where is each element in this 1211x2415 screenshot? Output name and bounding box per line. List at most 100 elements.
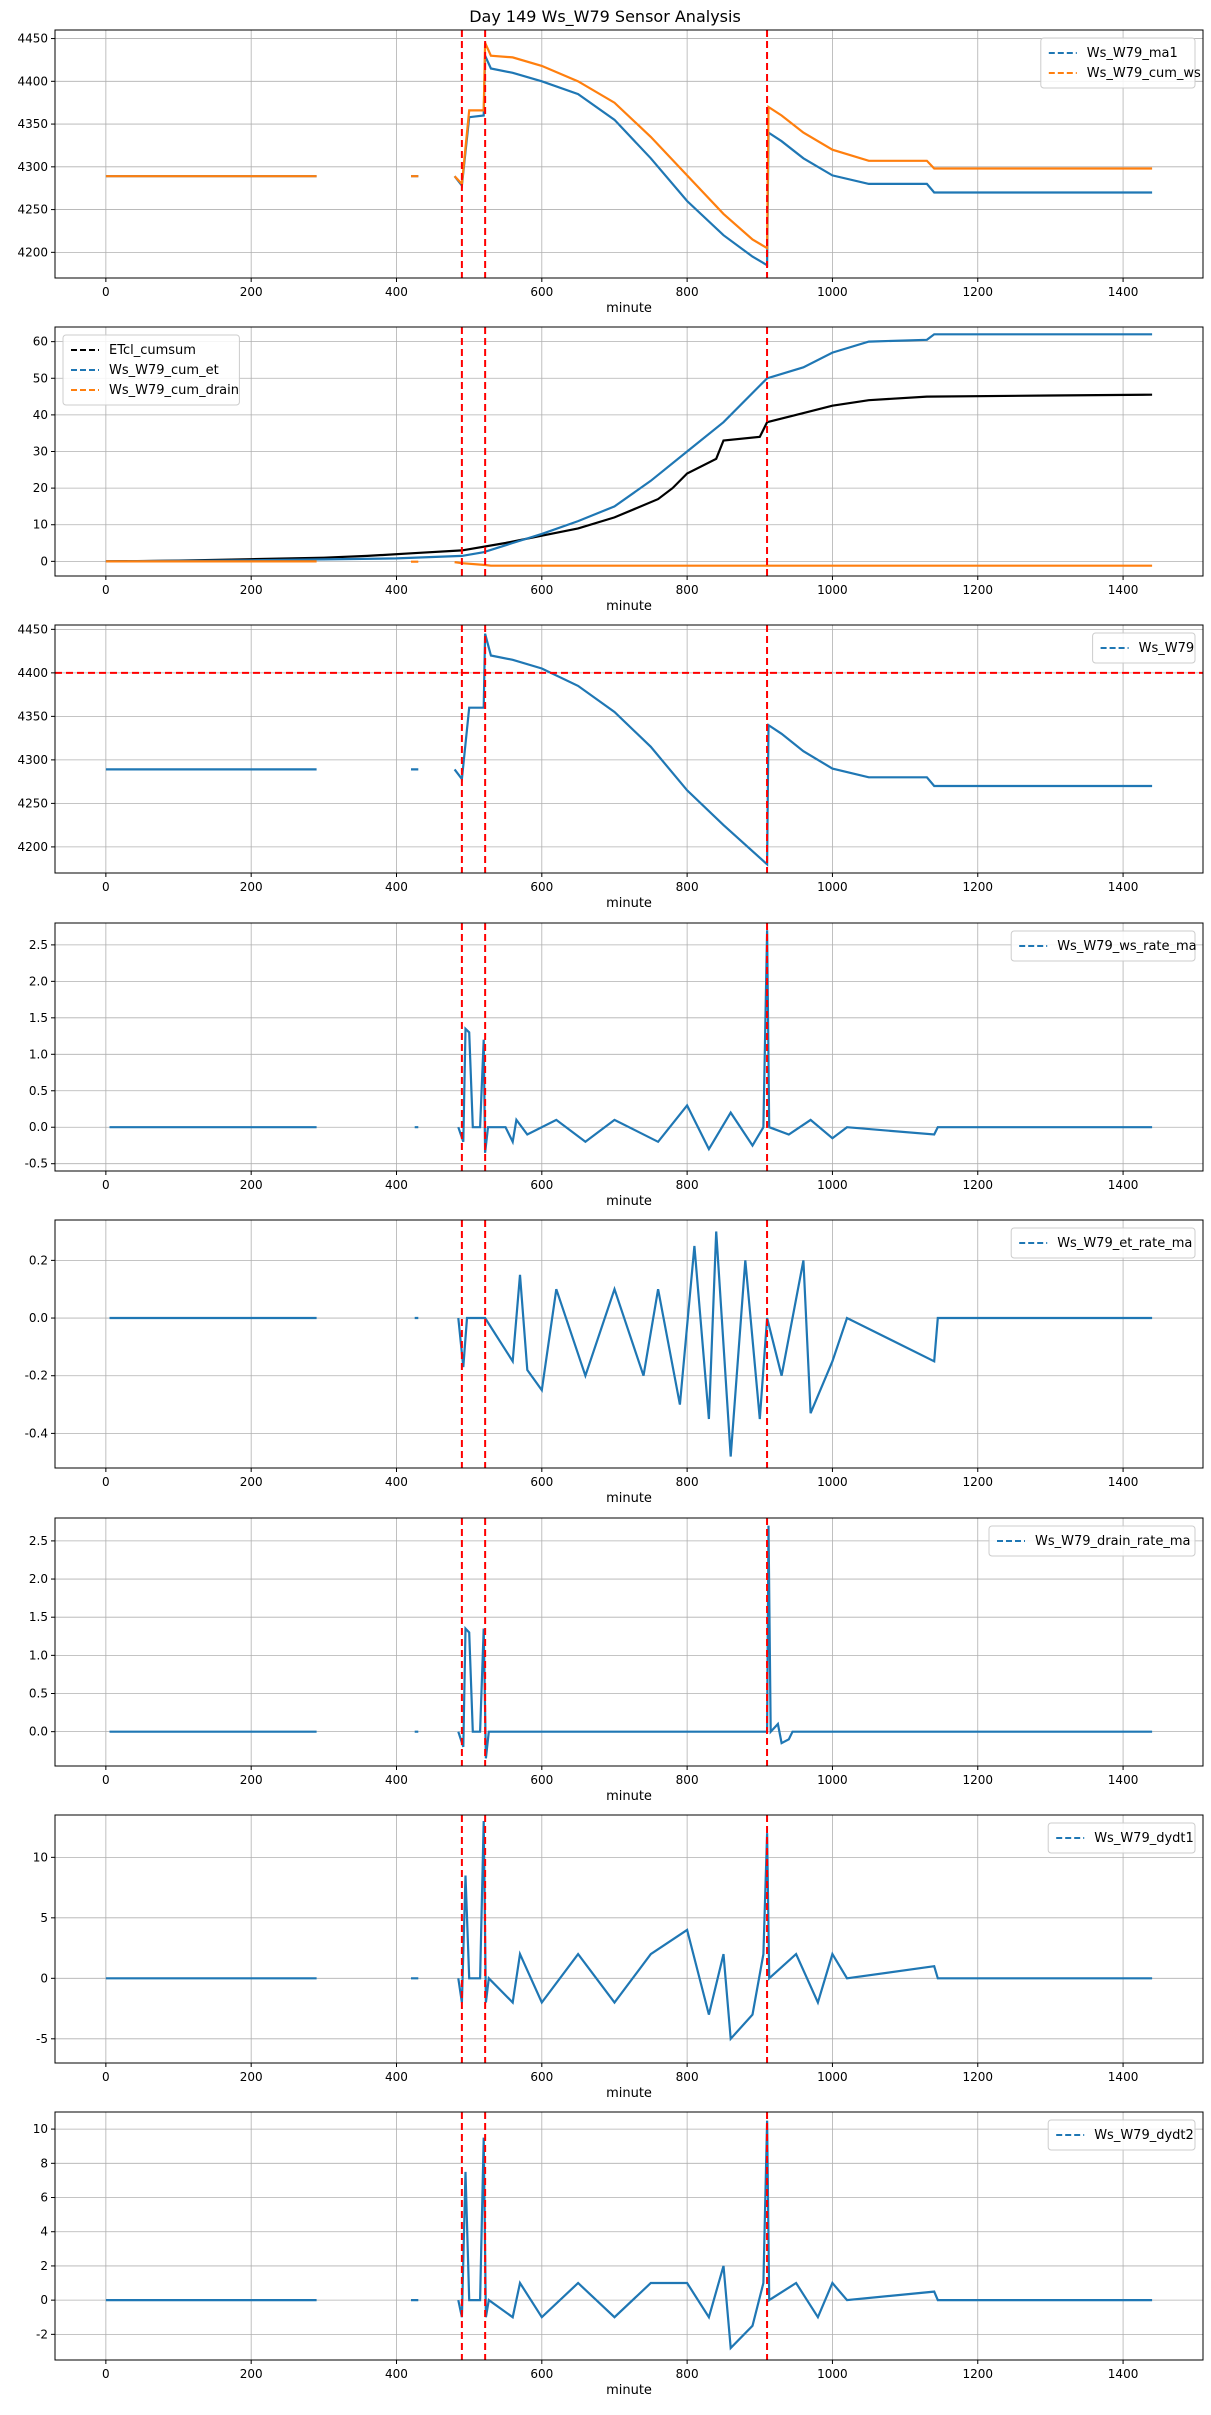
legend-label: Ws_W79_dydt1 — [1094, 1831, 1194, 1846]
x-tick-label: 0 — [102, 285, 110, 299]
plot-area — [109, 1220, 1153, 1468]
y-tick-label: -0.5 — [25, 1157, 48, 1171]
x-tick-label: 600 — [530, 2367, 553, 2381]
chart-panel-2: 0 200 400 600 800 1000 1200 1400 0 10 20 30 40 50 60 mi… — [33, 326, 1204, 614]
x-tick-label: 400 — [385, 2070, 408, 2084]
y-tick-label: -0.2 — [25, 1369, 48, 1383]
axes-frame — [54, 1814, 1204, 2064]
x-tick-label: 800 — [676, 2367, 699, 2381]
x-tick-label: 1000 — [817, 1773, 848, 1787]
legend: Ws_W79_dydt2 — [1047, 2119, 1196, 2151]
y-tick-label: 10 — [33, 518, 48, 532]
axes-frame — [54, 1517, 1204, 1767]
legend: Ws_W79_et_rate_ma — [1010, 1227, 1196, 1259]
x-tick-label: 0 — [102, 2367, 110, 2381]
x-tick-label: 200 — [240, 880, 263, 894]
x-tick-label: 1200 — [962, 1178, 993, 1192]
x-tick-label: 800 — [676, 285, 699, 299]
x-tick-label: 600 — [530, 285, 553, 299]
legend: Ws_W79 — [1092, 632, 1196, 664]
y-tick-label: 4450 — [17, 622, 48, 636]
y-tick-label: 4400 — [17, 74, 48, 88]
x-tick-label: 600 — [530, 1178, 553, 1192]
y-tick-label: 0 — [40, 554, 48, 568]
y-tick-label: -5 — [36, 2032, 48, 2046]
chart-panel-3: 0 200 400 600 800 1000 1200 1400 4200 4250 4300 435… — [17, 622, 1204, 911]
x-tick-label: 800 — [676, 880, 699, 894]
y-tick-label: 1.0 — [29, 1047, 48, 1061]
y-tick-label: 10 — [33, 2122, 48, 2136]
x-tick-label: 1200 — [962, 1475, 993, 1489]
x-tick-label: 1400 — [1108, 285, 1139, 299]
y-tick-label: 1.0 — [29, 1648, 48, 1662]
x-tick-label: 600 — [530, 1773, 553, 1787]
legend-label: Ws_W79_dydt2 — [1094, 2128, 1194, 2143]
y-tick-label: 2.0 — [29, 974, 48, 988]
y-tick-label: 1.5 — [29, 1610, 48, 1624]
x-tick-label: 800 — [676, 583, 699, 597]
y-tick-label: 4200 — [17, 840, 48, 854]
chart-panel-1: 0 200 400 600 800 1000 1200 1400 4200 4250 4300 435… — [17, 29, 1204, 316]
series-line-ws-w79-drain-rate-ma — [109, 1525, 1153, 1759]
y-tick-label: 4450 — [17, 32, 48, 46]
x-tick-label: 0 — [102, 880, 110, 894]
chart-panel-6: 0 200 400 600 800 1000 1200 1400 0.0 0.5 1.0 1.5 2.0… — [29, 1517, 1204, 1804]
y-tick-label: 2.0 — [29, 1572, 48, 1586]
x-tick-label: 1000 — [817, 1178, 848, 1192]
x-tick-label: 1400 — [1108, 2070, 1139, 2084]
x-tick-label: 1200 — [962, 880, 993, 894]
legend-label: Ws_W79_et_rate_ma — [1057, 1236, 1192, 1251]
legend-box — [988, 1525, 1196, 1557]
plot-area — [55, 625, 1203, 873]
legend-box — [1092, 632, 1196, 664]
x-tick-label: 200 — [240, 583, 263, 597]
x-axis-label: minute — [606, 896, 652, 911]
y-tick-label: 30 — [33, 445, 48, 459]
y-tick-label: 0.0 — [29, 1311, 48, 1325]
x-tick-label: 400 — [385, 285, 408, 299]
series-line-ws-w79-dydt2 — [105, 2120, 1153, 2351]
legend-label: Ws_W79_cum_drain — [109, 383, 239, 398]
y-tick-label: 20 — [33, 481, 48, 495]
x-tick-label: 600 — [530, 1475, 553, 1489]
y-tick-label: 0.2 — [29, 1253, 48, 1267]
x-tick-label: 0 — [102, 1773, 110, 1787]
x-tick-label: 800 — [676, 1178, 699, 1192]
x-tick-label: 1000 — [817, 880, 848, 894]
x-tick-label: 1400 — [1108, 1178, 1139, 1192]
x-tick-label: 200 — [240, 1178, 263, 1192]
x-tick-label: 200 — [240, 285, 263, 299]
x-tick-label: 1200 — [962, 2367, 993, 2381]
y-tick-label: 4350 — [17, 117, 48, 131]
x-tick-label: 400 — [385, 1773, 408, 1787]
y-tick-label: 2.5 — [29, 938, 48, 952]
legend-label: Ws_W79_cum_et — [109, 363, 219, 378]
y-tick-label: 4400 — [17, 666, 48, 680]
plot-area — [109, 1518, 1153, 1766]
y-tick-label: 4200 — [17, 245, 48, 259]
x-tick-label: 400 — [385, 1178, 408, 1192]
x-tick-label: 0 — [102, 1475, 110, 1489]
series-line-ws-w79-dydt1 — [105, 1820, 1153, 2042]
legend-box — [1047, 2119, 1196, 2151]
y-tick-label: 0 — [40, 1971, 48, 1985]
x-axis-label: minute — [606, 599, 652, 614]
legend-box — [1040, 37, 1196, 89]
figure-title: Day 149 Ws_W79 Sensor Analysis — [469, 7, 741, 27]
y-tick-label: 0.5 — [29, 1687, 48, 1701]
legend-label: ETcl_cumsum — [109, 343, 196, 358]
legend-label: Ws_W79_cum_ws — [1087, 66, 1201, 81]
x-tick-label: 1200 — [962, 2070, 993, 2084]
y-tick-label: 4 — [40, 2225, 48, 2239]
x-tick-label: 800 — [676, 2070, 699, 2084]
x-tick-label: 1000 — [817, 2070, 848, 2084]
plot-area — [105, 2112, 1153, 2360]
x-tick-label: 1000 — [817, 583, 848, 597]
y-tick-label: 40 — [33, 408, 48, 422]
x-tick-label: 1400 — [1108, 1475, 1139, 1489]
x-tick-label: 600 — [530, 583, 553, 597]
y-tick-label: -2 — [36, 2327, 48, 2341]
x-tick-label: 400 — [385, 1475, 408, 1489]
legend-label: Ws_W79_ws_rate_ma — [1057, 939, 1196, 954]
y-tick-label: 5 — [40, 1911, 48, 1925]
